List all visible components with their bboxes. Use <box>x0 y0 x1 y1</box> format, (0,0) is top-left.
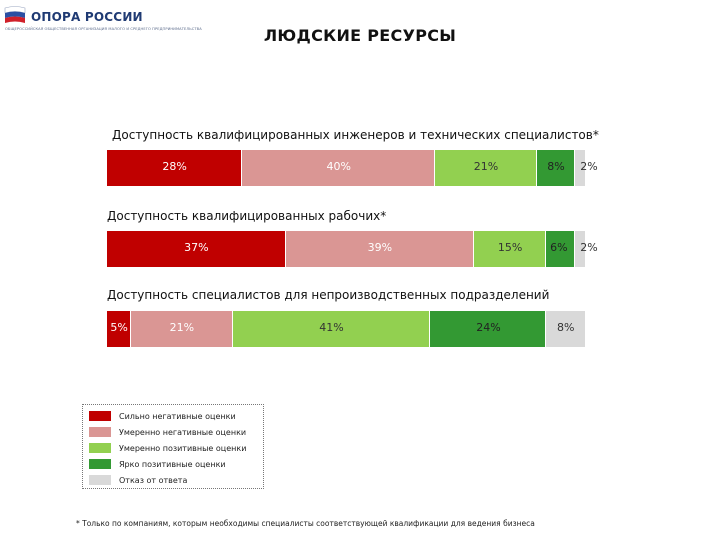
data-label: 21% <box>169 321 195 334</box>
legend-swatch <box>89 459 111 469</box>
data-label: 15% <box>497 241 523 254</box>
data-label: 24% <box>476 321 501 334</box>
legend-item-strong-negative: Сильно негативные оценки <box>89 410 236 422</box>
legend-item-strong-positive: Ярко позитивные оценки <box>89 458 226 470</box>
stacked-bar-workers: 37% 39% 15% 6% 2% <box>107 231 598 267</box>
data-label: 2% <box>580 160 598 173</box>
footnote: * Только по компаниям, которым необходим… <box>76 519 535 528</box>
data-label: 21% <box>473 160 499 173</box>
legend-label: Ярко позитивные оценки <box>119 459 226 469</box>
bar-segment-moderate-negative <box>242 150 436 186</box>
bar-segment-moderate-positive <box>473 231 547 267</box>
data-label: 5% <box>110 321 128 334</box>
bar-segment-moderate-positive <box>435 150 537 186</box>
bar-segment-no-answer <box>575 150 585 186</box>
data-label: 40% <box>326 160 351 173</box>
bar-segment-moderate-positive <box>232 311 431 347</box>
legend-swatch <box>89 427 111 437</box>
bar-segment-no-answer <box>575 231 585 267</box>
data-label: 8% <box>556 321 575 334</box>
data-label: 37% <box>184 241 209 254</box>
bar-segment-strong-positive <box>546 231 576 267</box>
stacked-bar-non-production: 5% 21% 41% 24% 8% <box>107 311 585 347</box>
data-label: 8% <box>547 160 565 173</box>
russian-flag-icon <box>4 6 26 23</box>
bar-segment-strong-positive <box>536 150 576 186</box>
data-label: 6% <box>550 241 568 254</box>
bar-segment-strong-negative <box>107 311 132 347</box>
bar-segment-strong-negative <box>107 150 243 186</box>
legend-swatch <box>89 443 111 453</box>
legend-label: Умеренно позитивные оценки <box>119 443 247 453</box>
legend-label: Сильно негативные оценки <box>119 411 236 421</box>
legend: Сильно негативные оценки Умеренно негати… <box>82 404 264 489</box>
legend-label: Отказ от ответа <box>119 475 188 485</box>
chart-title-non-production: Доступность специалистов для непроизводс… <box>107 288 550 302</box>
bar-segment-moderate-negative <box>131 311 233 347</box>
bar-segment-no-answer <box>546 311 585 347</box>
logo-tagline: ОБЩЕРОССИЙСКАЯ ОБЩЕСТВЕННАЯ ОРГАНИЗАЦИЯ … <box>5 27 202 31</box>
logo-name: ОПОРА РОССИИ <box>31 10 143 24</box>
legend-label: Умеренно негативные оценки <box>119 427 247 437</box>
page-title: ЛЮДСКИЕ РЕСУРСЫ <box>263 26 457 45</box>
bar-segment-moderate-negative <box>285 231 474 267</box>
legend-item-moderate-positive: Умеренно позитивные оценки <box>89 442 246 454</box>
data-label: 2% <box>580 241 598 254</box>
data-label: 28% <box>162 160 187 173</box>
logo: ОПОРА РОССИИ ОБЩЕРОССИЙСКАЯ ОБЩЕСТВЕННАЯ… <box>4 4 202 36</box>
chart-title-workers: Доступность квалифицированных рабочих* <box>107 209 387 223</box>
chart-title-engineers: Доступность квалифицированных инженеров … <box>112 128 599 142</box>
bar-segment-strong-positive <box>430 311 547 347</box>
data-label: 41% <box>319 321 344 334</box>
stacked-bar-engineers: 28% 40% 21% 8% 2% <box>107 150 598 186</box>
legend-item-no-answer: Отказ от ответа <box>89 474 187 486</box>
bar-segment-strong-negative <box>107 231 286 267</box>
data-label: 39% <box>367 241 393 254</box>
legend-swatch <box>89 411 111 421</box>
legend-swatch <box>89 475 111 485</box>
legend-item-moderate-negative: Умеренно негативные оценки <box>89 426 246 438</box>
